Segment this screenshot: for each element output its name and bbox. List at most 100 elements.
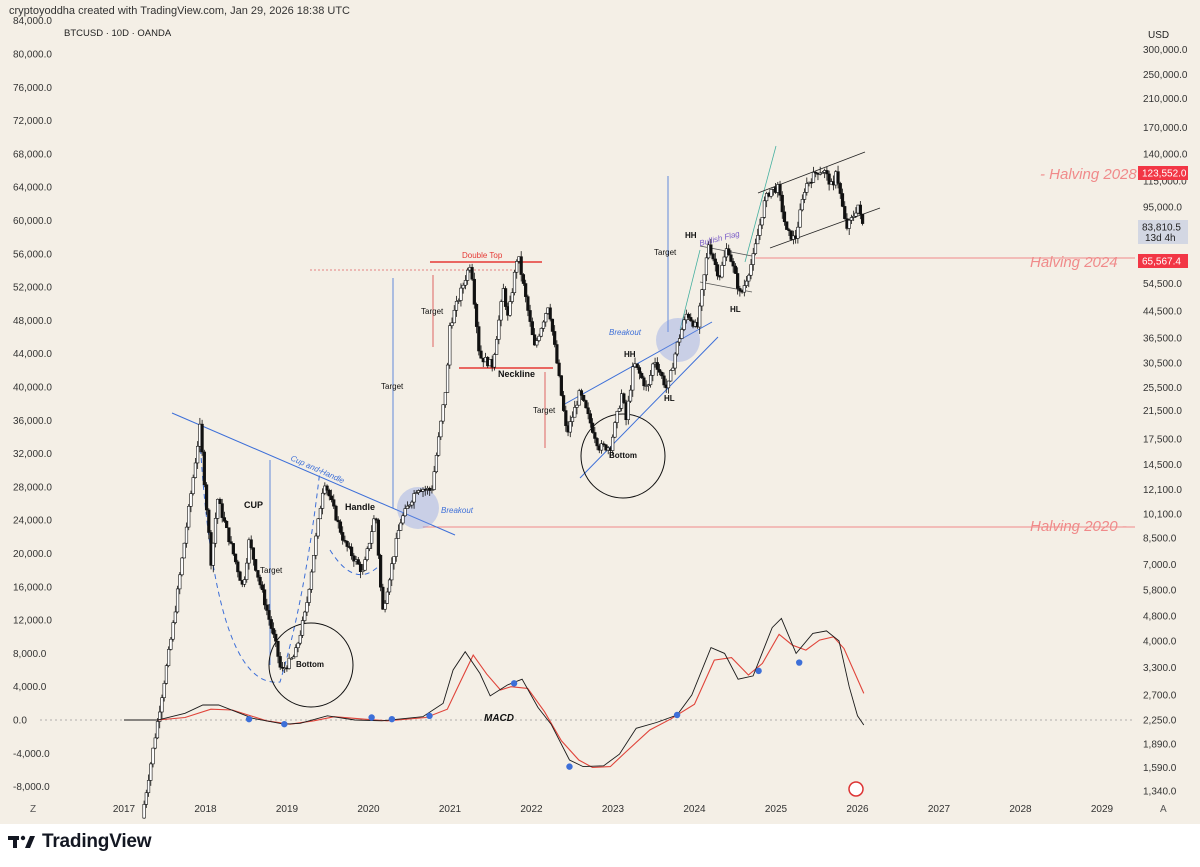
candle-body	[445, 364, 450, 393]
candle-body	[144, 792, 148, 805]
us-flag-icon	[848, 781, 864, 797]
candle-body	[599, 443, 604, 451]
left-axis-tick: 12,000.0	[13, 616, 52, 627]
candle-body	[450, 322, 454, 326]
candle-body	[760, 217, 764, 226]
candle-body	[345, 540, 349, 547]
annotation-label: Target	[533, 406, 556, 415]
log-toggle-z[interactable]: Z	[30, 804, 37, 815]
candle-body	[189, 493, 193, 507]
currency-label: USD	[1148, 30, 1170, 41]
candle-body	[213, 518, 218, 544]
candle-body	[660, 371, 664, 377]
candle-body	[840, 193, 845, 207]
candle-body	[577, 390, 581, 406]
candle-body	[142, 804, 146, 819]
candle-body	[289, 657, 293, 660]
candle-body	[387, 579, 392, 593]
breakout-highlight-1	[397, 487, 439, 529]
left-axis-tick: 36,000.0	[13, 416, 52, 427]
candle-body	[758, 224, 762, 236]
candle-body	[312, 555, 316, 573]
bottom-circle-2022	[580, 413, 666, 499]
candle-body	[532, 334, 537, 346]
macd-cross-marker	[796, 659, 803, 666]
candle-body	[495, 339, 499, 355]
candle-body	[374, 518, 378, 521]
candle-body	[329, 495, 334, 501]
candle-body	[617, 408, 621, 412]
candle-body	[526, 296, 530, 311]
candle-body	[220, 503, 224, 518]
candle-body	[646, 384, 650, 387]
auto-scale-toggle[interactable]: A	[1160, 804, 1167, 815]
right-axis-tick: 1,340.0	[1143, 787, 1177, 798]
candle-body	[454, 301, 459, 311]
candle-body	[300, 620, 305, 636]
tradingview-logo[interactable]: TradingView	[8, 831, 152, 853]
candle-body	[860, 213, 865, 224]
candle-body	[847, 219, 851, 229]
candle-body	[854, 212, 858, 217]
left-axis-tick: 28,000.0	[13, 482, 52, 493]
right-axis-tick: 4,800.0	[1143, 612, 1177, 623]
time-axis-tick: 2027	[928, 804, 951, 815]
candle-body	[457, 300, 461, 302]
time-axis-tick: 2018	[194, 804, 217, 815]
candle-body	[595, 438, 599, 447]
annotation-label: HH	[624, 350, 636, 359]
left-axis-tick: 72,000.0	[13, 116, 52, 127]
candle-body	[334, 505, 338, 521]
credit-line: cryptoyoddha created with TradingView.co…	[9, 5, 350, 17]
candle-body	[153, 737, 157, 749]
tradingview-wordmark: TradingView	[42, 831, 152, 852]
candle-body	[731, 261, 735, 267]
annotation-label: Bottom	[609, 451, 637, 460]
candle-body	[550, 318, 555, 332]
candle-body	[191, 477, 195, 494]
left-axis-tick: 64,000.0	[13, 183, 52, 194]
candle-body	[479, 350, 483, 359]
candle-body	[557, 362, 561, 376]
annotations: CUP Handle Cup and Handle Target Bottom Break…	[244, 166, 1137, 724]
candle-body	[274, 633, 278, 642]
left-axis-tick: 68,000.0	[13, 149, 52, 160]
candle-body	[544, 313, 548, 323]
candle-body	[858, 204, 862, 215]
candle-body	[539, 328, 543, 337]
candle-body	[258, 576, 262, 586]
time-axis-tick: 2024	[683, 804, 706, 815]
candle-body	[789, 230, 793, 240]
candle-body	[200, 423, 204, 453]
candle-body	[459, 287, 463, 301]
candle-body	[276, 640, 280, 657]
candle-body	[622, 393, 626, 403]
candle-body	[376, 519, 380, 556]
candle-body	[412, 493, 416, 503]
candle-body	[461, 284, 465, 289]
candle-body	[381, 586, 385, 610]
candle-body	[657, 369, 662, 373]
candle-body	[408, 504, 412, 507]
candle-body	[260, 584, 264, 591]
right-axis-tick: 14,500.0	[1143, 460, 1182, 471]
candle-body	[222, 517, 227, 522]
halving-label: Halving 2020 -	[1030, 518, 1127, 535]
candle-body	[711, 253, 715, 260]
right-axis-tick: 2,250.0	[1143, 716, 1177, 727]
macd-cross-marker	[566, 763, 573, 770]
annotation-label: Target	[381, 382, 404, 391]
candle-body	[655, 362, 659, 370]
candle-body	[709, 244, 713, 255]
candle-body	[309, 571, 314, 590]
right-axis-tick: 1,890.0	[1143, 739, 1177, 750]
annotation-label: HL	[730, 305, 741, 314]
symbol-label[interactable]: BTCUSD · 10D · OANDA	[64, 28, 172, 39]
candle-body	[225, 520, 229, 529]
candle-body	[615, 411, 619, 423]
candle-body	[245, 562, 249, 580]
annotation-label: Target	[421, 307, 444, 316]
candle-body	[303, 611, 307, 621]
candle-body	[178, 574, 182, 590]
